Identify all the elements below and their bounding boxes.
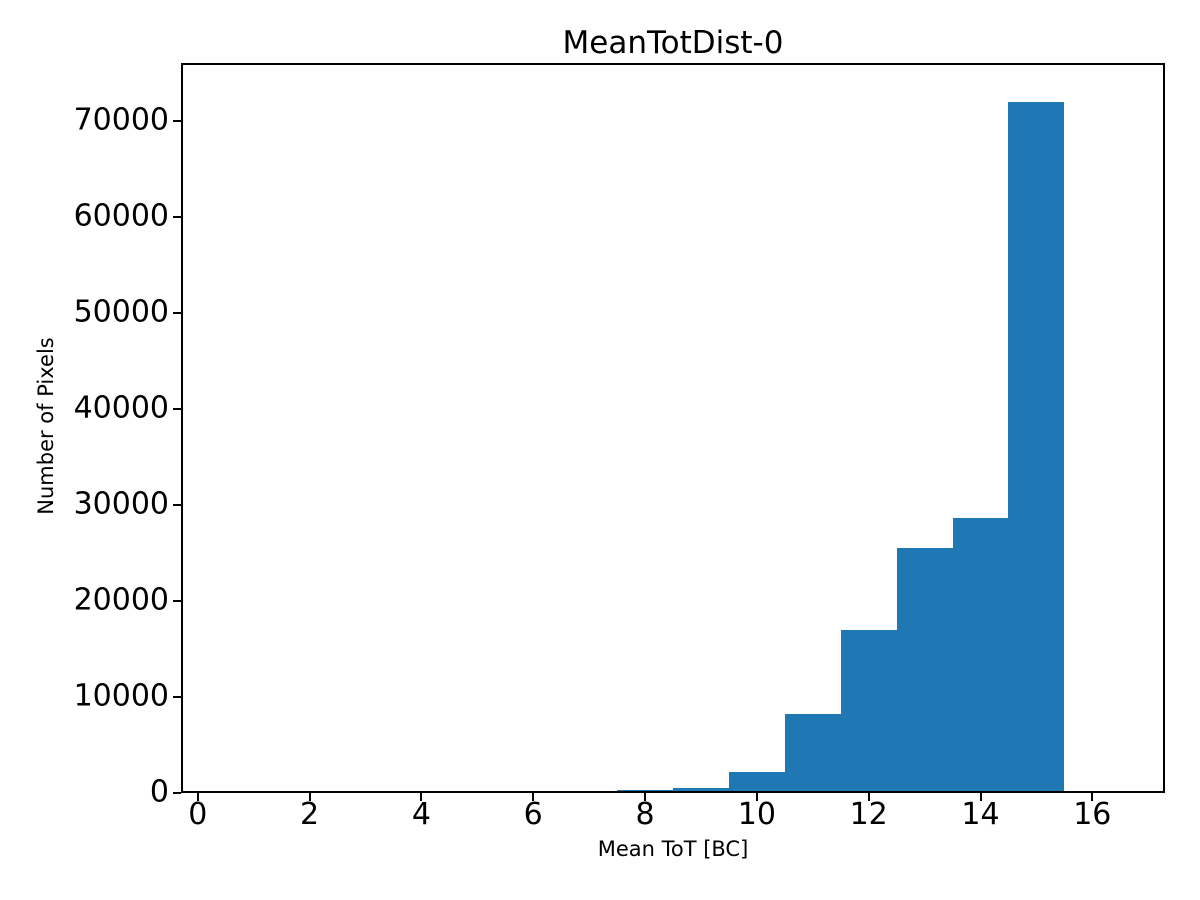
histogram-bar [840,629,897,793]
x-tick-label: 8 [635,797,655,832]
chart-title: MeanTotDist-0 [562,25,784,61]
x-tick [755,793,758,801]
histogram-bar [728,771,785,793]
x-tick-label: 6 [523,797,543,832]
x-tick [196,793,199,801]
histogram-bar [952,518,1009,793]
x-tick-label: 12 [849,797,888,832]
y-tick-label: 30000 [73,486,169,522]
y-tick-label: 10000 [73,678,169,714]
y-tick-label: 40000 [73,390,169,426]
y-tick [173,215,181,218]
x-tick [1091,793,1094,801]
y-tick [173,119,181,122]
x-tick [420,793,423,801]
y-tick-label: 20000 [73,582,169,618]
y-tick-label: 60000 [73,198,169,234]
y-tick [173,503,181,506]
x-tick [308,793,311,801]
y-tick [173,695,181,698]
y-tick [173,792,181,794]
x-tick-label: 2 [300,797,320,832]
x-tick [867,793,870,801]
y-tick-label: 50000 [73,294,169,330]
x-tick [532,793,535,801]
y-tick-label: 70000 [73,102,169,138]
y-tick [173,407,181,410]
x-tick-label: 16 [1073,797,1112,832]
bars-layer [181,63,1165,793]
histogram-bar [784,714,841,793]
x-tick-label: 0 [188,797,208,832]
x-axis-label: Mean ToT [BC] [597,837,749,861]
x-tick-label: 10 [737,797,776,832]
x-tick-label: 4 [411,797,431,832]
x-tick-label: 14 [961,797,1000,832]
y-tick [173,599,181,602]
histogram-bar [896,548,953,793]
y-axis-label: Number of Pixels [34,337,58,515]
x-tick [644,793,647,801]
plot-area: 0 2 4 6 8 10 12 14 16 0 10000 20000 30000 40000 50000 6… [74,63,1165,830]
histogram-bar [673,787,729,793]
histogram-bar [1008,102,1065,793]
histogram-bar [617,790,673,793]
x-tick [979,793,982,801]
y-tick [173,311,181,314]
y-tick-label: 0 [149,774,169,810]
